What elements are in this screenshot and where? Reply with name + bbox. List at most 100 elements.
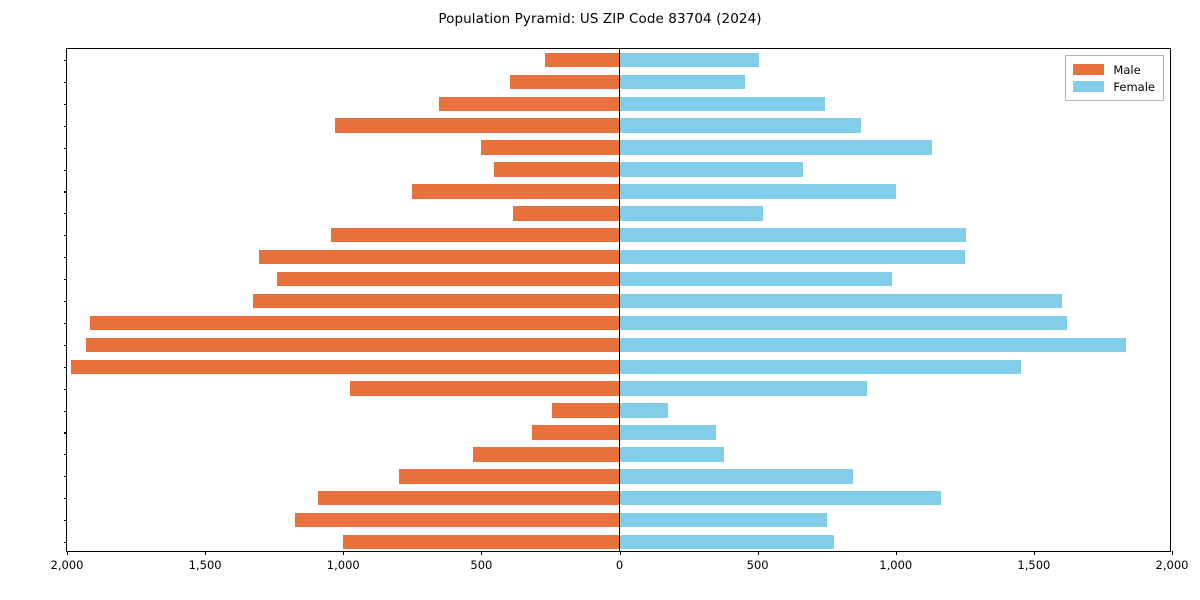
bar-row [67, 359, 1170, 374]
y-tick-mark [63, 542, 67, 544]
bar-male [318, 490, 620, 506]
bar-female [619, 447, 725, 462]
bar-row [67, 469, 1170, 484]
bar-male [473, 447, 620, 462]
bar-row [67, 140, 1170, 155]
y-tick-mark [63, 235, 67, 237]
y-tick-mark [63, 59, 67, 62]
bar-female [619, 359, 1022, 374]
y-tick-mark [63, 279, 67, 281]
bar-row [67, 403, 1170, 418]
chart-legend: Male Female [1065, 55, 1164, 101]
legend-label: Female [1113, 79, 1155, 94]
y-tick-mark [63, 147, 67, 149]
zero-axis-line [618, 49, 621, 551]
bar-female [619, 315, 1068, 331]
x-tick-mark [205, 551, 207, 555]
bar-female [619, 337, 1127, 353]
y-tick-mark [63, 213, 67, 215]
bar-row [67, 118, 1170, 133]
bar-row [67, 249, 1170, 265]
y-tick-mark [63, 322, 67, 324]
bar-female [619, 490, 942, 506]
bar-male [493, 162, 620, 177]
bar-female [619, 403, 668, 418]
bar-row [67, 271, 1170, 287]
bar-male [551, 403, 620, 418]
bar-female [619, 271, 892, 287]
bar-row [67, 512, 1170, 528]
bar-row [67, 74, 1170, 90]
x-tick-label: 0 [615, 558, 624, 572]
bar-row [67, 490, 1170, 506]
y-tick-mark [63, 103, 67, 105]
bar-male [438, 96, 620, 111]
y-tick-mark [63, 498, 67, 500]
bar-female [619, 469, 853, 484]
bar-female [619, 534, 834, 550]
bar-male [276, 271, 620, 287]
bar-male [350, 381, 620, 396]
bar-male [412, 184, 620, 199]
y-tick-mark [63, 520, 67, 522]
y-tick-mark [63, 432, 67, 434]
bar-female [619, 228, 967, 243]
bar-female [619, 184, 896, 199]
bar-male [330, 228, 620, 243]
bar-male [294, 512, 620, 528]
bar-male [253, 293, 620, 309]
legend-entry[interactable]: Male [1073, 61, 1155, 78]
x-tick-mark [481, 551, 483, 555]
y-tick-mark [63, 388, 67, 390]
bar-female [619, 425, 717, 440]
bar-row [67, 337, 1170, 353]
bar-row [67, 447, 1170, 462]
bar-male [71, 359, 620, 374]
x-tick-mark [757, 551, 759, 555]
bar-female [619, 512, 827, 528]
bar-male [86, 337, 620, 353]
x-tick-label: 1,500 [188, 558, 222, 572]
bar-female [619, 206, 764, 221]
bar-male [481, 140, 620, 155]
y-tick-mark [63, 410, 67, 412]
x-tick-mark [1033, 551, 1035, 555]
bar-row [67, 293, 1170, 309]
y-tick-mark [63, 454, 67, 456]
bar-row [67, 184, 1170, 199]
y-tick-mark [63, 344, 67, 346]
bar-male [90, 315, 620, 331]
x-tick-mark [895, 551, 897, 555]
y-tick-mark [63, 476, 67, 478]
bar-female [619, 96, 826, 111]
x-tick-label: 1,000 [326, 558, 360, 572]
bar-male [398, 469, 620, 484]
legend-label: Male [1113, 62, 1141, 77]
bar-row [67, 52, 1170, 68]
bar-row [67, 534, 1170, 550]
bar-female [619, 162, 804, 177]
y-tick-mark [63, 125, 67, 127]
y-tick-mark [63, 191, 67, 193]
bar-row [67, 96, 1170, 111]
bar-female [619, 118, 862, 133]
x-tick-mark [343, 551, 345, 555]
bar-male [334, 118, 620, 133]
bar-female [619, 381, 867, 396]
x-tick-label: 2,000 [50, 558, 84, 572]
chart-title: Population Pyramid: US ZIP Code 83704 (2… [438, 11, 762, 27]
x-tick-label: 1,000 [879, 558, 913, 572]
bar-male [532, 425, 620, 440]
plot-area: 85+80-8475-7970-7467-6965-6662-6460-6155… [51, 48, 1188, 572]
legend-swatch-female [1073, 81, 1105, 92]
bar-row [67, 425, 1170, 440]
bar-row [67, 162, 1170, 177]
x-tick-label: 1,500 [1017, 558, 1051, 572]
bars-layer [67, 49, 1170, 551]
legend-entry[interactable]: Female [1073, 78, 1155, 95]
y-tick-mark [63, 169, 67, 171]
x-tick-mark [67, 551, 69, 555]
y-tick-mark [63, 366, 67, 368]
x-tick-mark [619, 551, 621, 555]
